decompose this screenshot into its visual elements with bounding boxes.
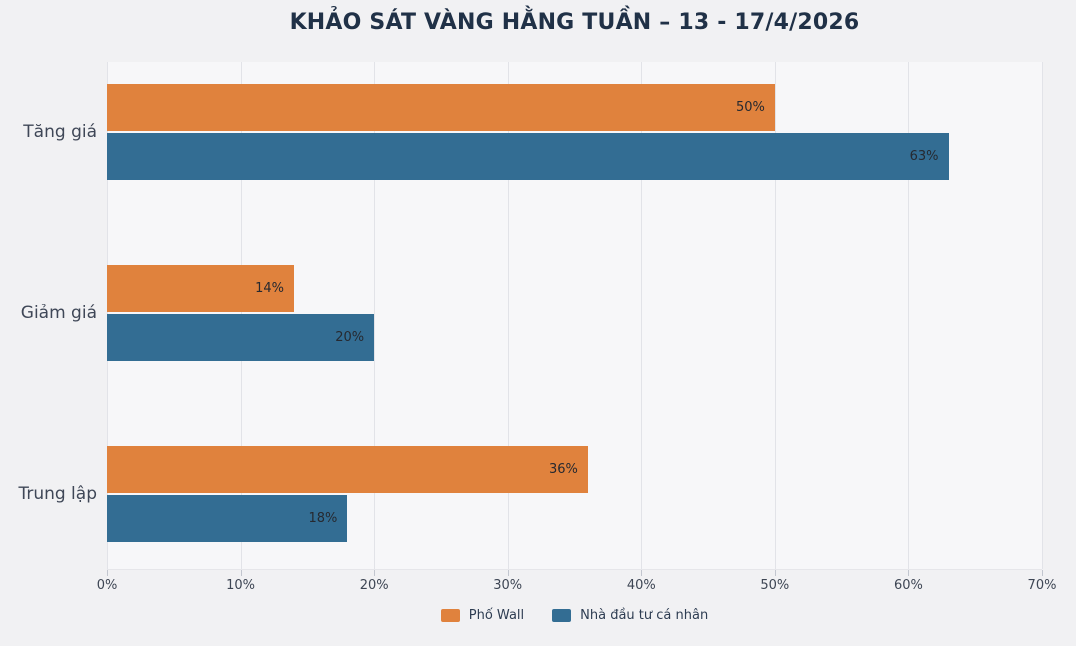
gridline [1042,62,1043,569]
bar-individual-investors: 18% [107,495,348,542]
x-tick-mark [240,570,242,576]
category-label: Trung lập [18,484,97,504]
gridline [641,62,643,569]
legend: Phố Wall Nhà đầu tư cá nhân [107,608,1042,623]
bar-value-label: 63% [909,149,939,164]
x-tick-label: 0% [96,578,118,593]
plot-area: 50% 63% 14% 20% 36% 18% [107,62,1043,570]
bar-value-label: 50% [735,100,765,115]
x-tick-mark [908,570,910,576]
bar-group: 36% 18% [107,446,1042,542]
bar-value-label: 18% [308,511,338,526]
x-tick-label: 30% [493,578,523,593]
chart-title: KHẢO SÁT VÀNG HẰNG TUẦN – 13 - 17/4/2026 [289,10,860,35]
x-tick-label: 70% [1027,578,1057,593]
x-tick-mark [107,570,108,576]
x-tick-label: 20% [359,578,389,593]
category-label: Tăng giá [23,122,97,142]
x-tick-label: 50% [760,578,790,593]
bar-wall-street: 50% [107,84,775,131]
x-tick-mark [507,570,509,576]
bar-group: 14% 20% [107,265,1042,361]
x-tick-label: 40% [626,578,656,593]
gridline [374,62,376,569]
category-label: Giảm giá [20,303,97,323]
gridline [908,62,910,569]
x-tick-label: 10% [226,578,256,593]
bar-value-label: 36% [548,462,578,477]
legend-swatch [440,609,460,622]
legend-item: Phố Wall [440,608,525,623]
x-tick-label: 60% [893,578,923,593]
bar-individual-investors: 63% [107,133,949,180]
legend-swatch [552,609,572,622]
bar-individual-investors: 20% [107,314,375,361]
x-tick-mark [774,570,776,576]
bar-wall-street: 36% [107,446,588,493]
bar-group: 50% 63% [107,84,1042,180]
x-tick-mark [641,570,643,576]
x-tick-mark [374,570,376,576]
legend-label: Nhà đầu tư cá nhân [580,608,709,623]
legend-item: Nhà đầu tư cá nhân [552,608,708,623]
legend-label: Phố Wall [468,608,525,623]
gridline [507,62,509,569]
bar-wall-street: 14% [107,265,294,312]
x-tick-mark [1042,570,1043,576]
gridline [774,62,776,569]
bar-value-label: 20% [335,330,365,345]
bar-value-label: 14% [255,281,284,296]
